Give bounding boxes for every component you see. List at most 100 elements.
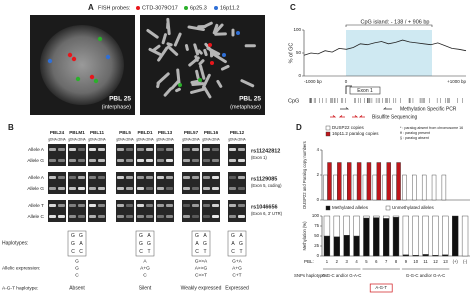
lane-label: cDNA	[211, 137, 220, 141]
x-tick-label: 4	[355, 259, 358, 264]
gel	[88, 144, 106, 166]
gel	[156, 200, 174, 222]
legend-dot	[136, 6, 140, 10]
bar	[337, 162, 342, 201]
bar	[356, 162, 362, 201]
chromosome	[146, 28, 159, 39]
haplotype-group: G-G-C and/or G-A-C	[322, 273, 361, 278]
chromosome	[203, 86, 212, 99]
gel-band	[157, 159, 164, 162]
gel	[136, 200, 154, 222]
gel-band	[183, 176, 190, 179]
gel-band	[89, 148, 96, 151]
snp-location: (Exon 5, coding)	[251, 183, 282, 188]
chromosome	[201, 73, 211, 89]
bar-segment	[383, 218, 390, 257]
haplotype-group: G-G-C and/or G-A-C	[406, 273, 445, 278]
gel-band	[192, 204, 199, 207]
bar-segment	[343, 234, 350, 257]
msp-label: Methylation Specific PCR	[400, 106, 457, 112]
gel-band	[69, 187, 76, 190]
gel-band	[117, 215, 124, 218]
gel-band	[203, 204, 210, 207]
legend-label: 16p11.2 paralog copies	[332, 131, 379, 136]
chromosome	[157, 46, 169, 62]
cpg-island-shade	[346, 30, 432, 76]
gel-band	[183, 215, 190, 218]
bar-segment	[461, 215, 469, 257]
chromosome	[187, 25, 205, 32]
allele-label: Allele G	[27, 158, 44, 164]
chromosome	[240, 79, 255, 88]
gel-band	[238, 187, 245, 190]
micrograph	[140, 15, 265, 115]
x-tick-label: 12	[433, 259, 438, 264]
haplotype-allele: A	[195, 241, 199, 247]
gel	[156, 144, 174, 166]
gel-band	[58, 148, 65, 151]
haplotype-allele: G	[195, 233, 199, 239]
sample-label: PBL16	[204, 130, 219, 135]
sample-label: PBL5	[119, 130, 131, 135]
msp-primer	[340, 107, 350, 110]
allelic-expression: A	[143, 258, 147, 264]
lane-label: gDNA	[88, 137, 97, 141]
gel-band	[166, 187, 173, 190]
chromosome	[244, 44, 256, 48]
snp-name: rs11242812	[251, 148, 280, 154]
haplotype-allele: T	[147, 249, 150, 255]
haplotype-allele: G	[147, 241, 151, 247]
allelic-expression: G	[75, 265, 79, 271]
lane-label: gDNA	[156, 137, 165, 141]
bar-segment	[333, 215, 340, 237]
gel-band	[58, 176, 65, 179]
gel	[48, 200, 66, 222]
gel-band	[49, 215, 56, 218]
gel	[136, 144, 154, 166]
row-label: A-G-T haplotype:	[2, 285, 38, 291]
gel-band	[98, 159, 105, 162]
chromosome	[176, 68, 181, 85]
gel-band	[126, 159, 133, 162]
allelic-expression: C+T	[232, 272, 241, 278]
lane-label: gDNA	[68, 137, 77, 141]
bar	[431, 174, 437, 201]
note: § : paralog absent	[400, 136, 429, 140]
panel-letter: B	[8, 123, 14, 132]
gel-band	[89, 215, 96, 218]
probe-signal	[210, 61, 214, 65]
haplotype-allele: G	[203, 241, 207, 247]
x-tick-label: 5	[365, 259, 368, 264]
haplotype-box	[227, 230, 247, 257]
haplotype-allele: C	[195, 249, 199, 255]
note: * : paralog absent from chromosome 16	[400, 126, 463, 130]
gel	[228, 172, 246, 194]
x-tick-label: 9	[405, 259, 408, 264]
exon-label: Exon 1	[357, 88, 373, 94]
gel-band	[117, 176, 124, 179]
gel-band	[192, 148, 199, 151]
image-sublabel: (interphase)	[102, 104, 132, 110]
bar-segment	[363, 215, 370, 219]
haplotype-allele: A	[147, 233, 151, 239]
gel-band	[212, 148, 219, 151]
gel-band	[69, 204, 76, 207]
haplotype-allele: C	[79, 249, 83, 255]
probe-signal	[208, 43, 212, 47]
gel-band	[203, 176, 210, 179]
y-tick-label: 25	[314, 243, 319, 248]
bar-segment	[323, 235, 331, 257]
x-tick-label: 8	[395, 259, 398, 264]
gel	[182, 200, 200, 222]
gel	[68, 200, 86, 222]
probe-signal	[89, 74, 95, 80]
bar	[392, 174, 397, 201]
x-prefix: PBL:	[304, 259, 314, 264]
gel-band	[69, 215, 76, 218]
chromosome	[209, 50, 214, 58]
gel-band	[157, 148, 164, 151]
bar-segment	[343, 215, 350, 236]
gel-band	[117, 204, 124, 207]
lane-label: gDNA	[182, 137, 191, 141]
